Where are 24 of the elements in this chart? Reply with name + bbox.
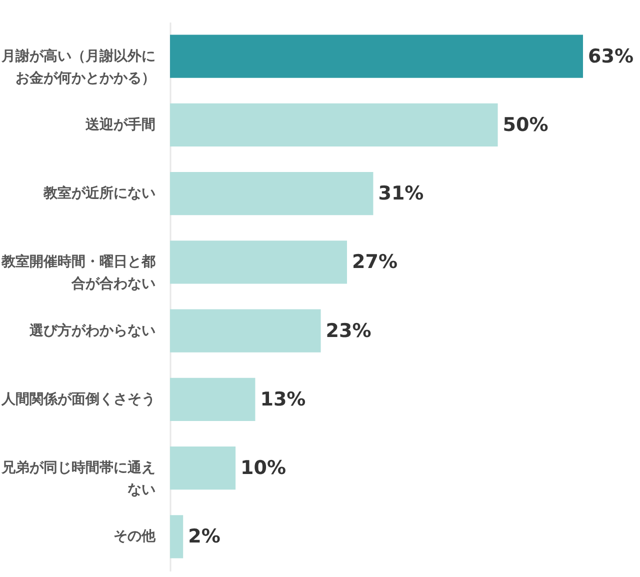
y-tick-label: 人間関係が面倒くさそう: [0, 391, 156, 408]
data-label: 2%: [188, 526, 220, 548]
bar: [170, 309, 321, 352]
data-label: 50%: [502, 114, 548, 136]
y-tick-label: 教室が近所にない: [42, 184, 156, 202]
bar: [170, 34, 583, 78]
y-tick-label: 月謝が高い（月謝以外にお金が何かとかかる）: [0, 47, 156, 86]
data-label: 63%: [588, 45, 634, 68]
data-label: 13%: [260, 388, 306, 410]
y-tick-label: 兄弟が同じ時間帯に通えない: [0, 459, 156, 498]
bar: [170, 103, 498, 147]
y-tick-label: 送迎が手間: [84, 116, 156, 133]
data-label: 27%: [352, 251, 398, 274]
bar: [170, 446, 236, 490]
bar: [170, 378, 256, 422]
bar: [170, 515, 184, 558]
data-label: 10%: [240, 457, 286, 480]
y-tick-label: 教室開催時間・曜日と都合が合わない: [0, 253, 156, 292]
y-tick-label: 選び方がわからない: [28, 322, 156, 339]
data-label: 31%: [378, 182, 424, 205]
y-tick-label: その他: [114, 528, 156, 545]
bar: [170, 172, 374, 216]
bar: [170, 240, 347, 284]
data-label: 23%: [326, 320, 372, 342]
